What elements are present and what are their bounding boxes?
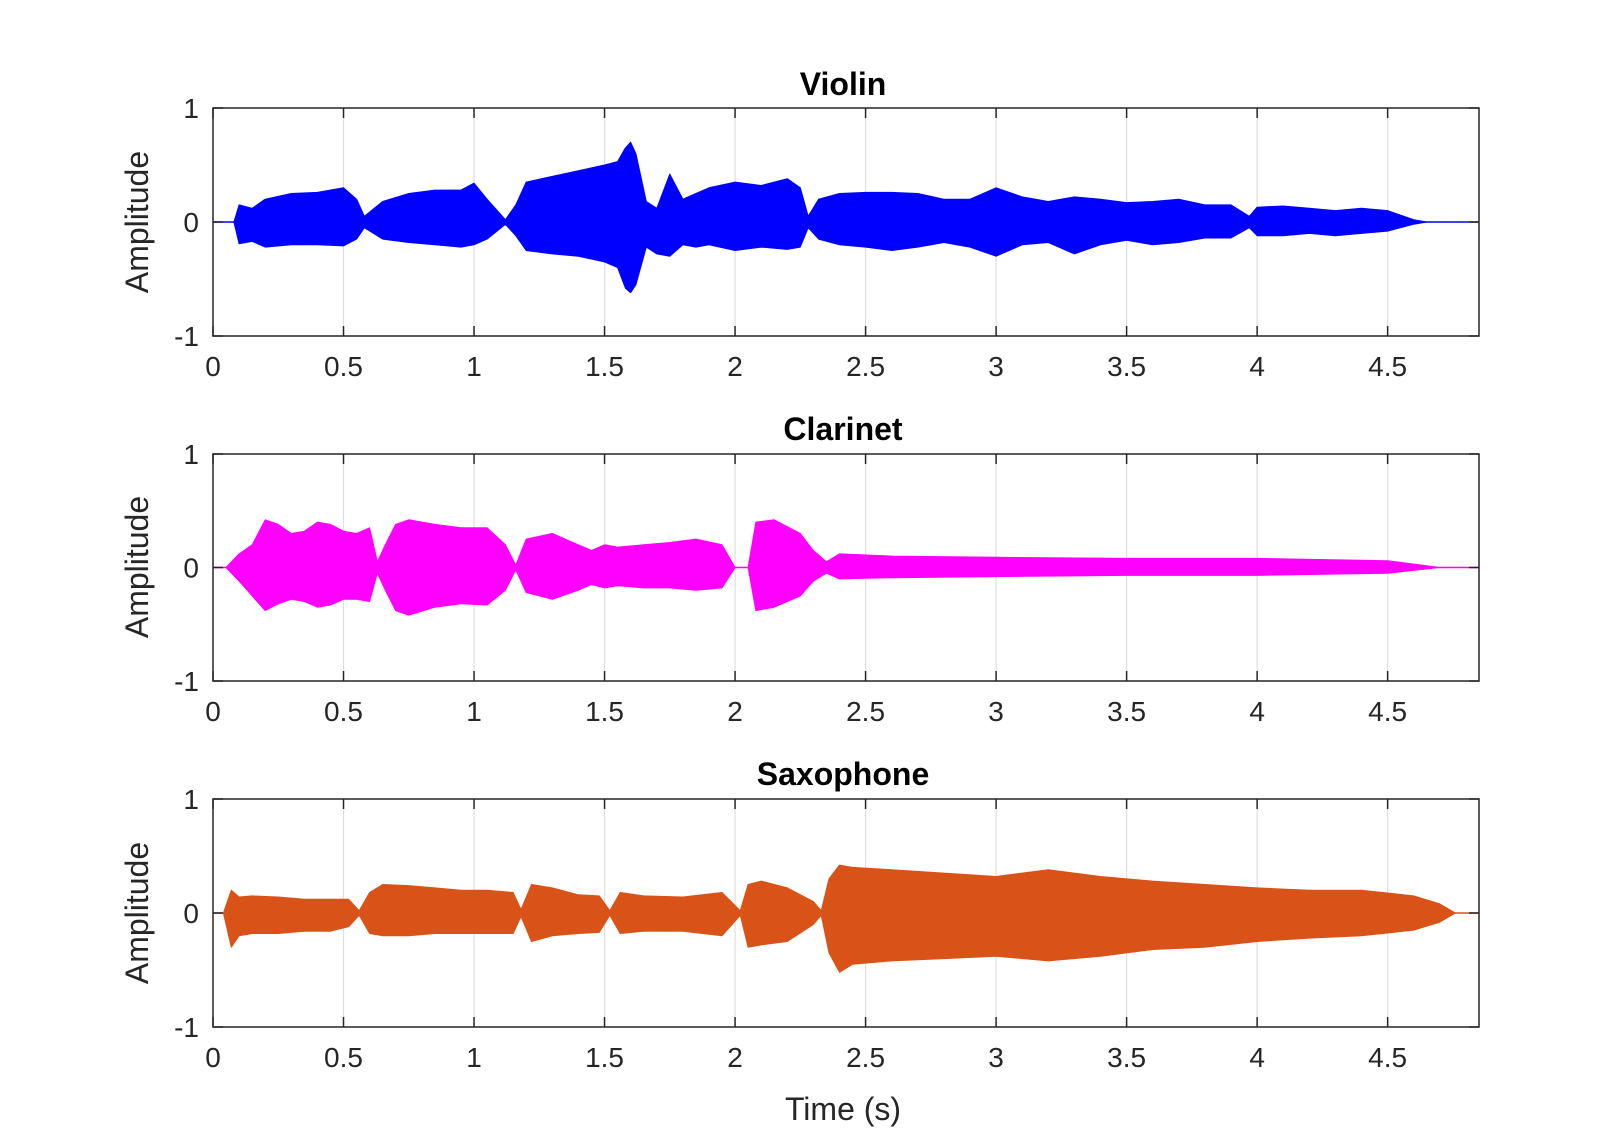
y-tick-label: -1 — [174, 666, 199, 697]
subplot-title: Violin — [800, 66, 887, 102]
waveform-series — [212, 864, 1480, 973]
x-tick-label: 2 — [727, 696, 743, 727]
x-tick-label: 3.5 — [1107, 1042, 1146, 1073]
x-tick-label: 1 — [466, 351, 482, 382]
y-tick-label: -1 — [174, 1012, 199, 1043]
subplot-title: Saxophone — [757, 756, 929, 792]
x-tick-label: 1 — [466, 1042, 482, 1073]
y-tick-label: 1 — [183, 93, 199, 124]
x-tick-label: 0 — [205, 696, 221, 727]
x-tick-label: 1 — [466, 696, 482, 727]
x-tick-label: 3 — [988, 351, 1004, 382]
y-tick-label: -1 — [174, 321, 199, 352]
x-tick-label: 4 — [1249, 351, 1265, 382]
y-tick-label: 1 — [183, 784, 199, 815]
x-tick-label: 2 — [727, 1042, 743, 1073]
x-tick-label: 3 — [988, 1042, 1004, 1073]
y-tick-label: 0 — [183, 898, 199, 929]
x-tick-label: 1.5 — [585, 1042, 624, 1073]
x-tick-label: 4.5 — [1368, 696, 1407, 727]
x-tick-label: 1.5 — [585, 696, 624, 727]
y-axis-label: Amplitude — [119, 151, 155, 293]
x-tick-label: 0.5 — [324, 696, 363, 727]
x-tick-label: 0.5 — [324, 1042, 363, 1073]
x-tick-label: 2.5 — [846, 1042, 885, 1073]
x-tick-label: 4.5 — [1368, 351, 1407, 382]
x-tick-label: 4 — [1249, 1042, 1265, 1073]
x-tick-label: 4.5 — [1368, 1042, 1407, 1073]
y-tick-label: 1 — [183, 439, 199, 470]
x-tick-label: 3.5 — [1107, 351, 1146, 382]
x-tick-label: 1.5 — [585, 351, 624, 382]
x-axis-label: Time (s) — [785, 1091, 901, 1127]
subplot-title: Clarinet — [783, 411, 902, 447]
x-tick-label: 3 — [988, 696, 1004, 727]
violin-subplot: Violin Amplitude 0 0.5 1 1.5 2 2.5 3 3.5 4 4.5-10… — [119, 66, 1480, 382]
y-tick-label: 0 — [183, 553, 199, 584]
x-tick-label: 0 — [205, 1042, 221, 1073]
waveform-series — [212, 141, 1480, 294]
y-tick-label: 0 — [183, 207, 199, 238]
x-tick-label: 2.5 — [846, 351, 885, 382]
y-axis-label: Amplitude — [119, 496, 155, 638]
y-axis-label: Amplitude — [119, 842, 155, 984]
x-tick-label: 2 — [727, 351, 743, 382]
saxophone-subplot: Saxophone Amplitude Time (s) 0 0.5 1 1.5 2 2.… — [119, 756, 1480, 1127]
x-tick-label: 0 — [205, 351, 221, 382]
x-tick-label: 3.5 — [1107, 696, 1146, 727]
x-tick-label: 0.5 — [324, 351, 363, 382]
x-tick-label: 2.5 — [846, 696, 885, 727]
clarinet-subplot: Clarinet Amplitude 0 0.5 1 1.5 2 2.5 3 3.5 4 4.5 -… — [119, 411, 1480, 727]
x-tick-label: 4 — [1249, 696, 1265, 727]
